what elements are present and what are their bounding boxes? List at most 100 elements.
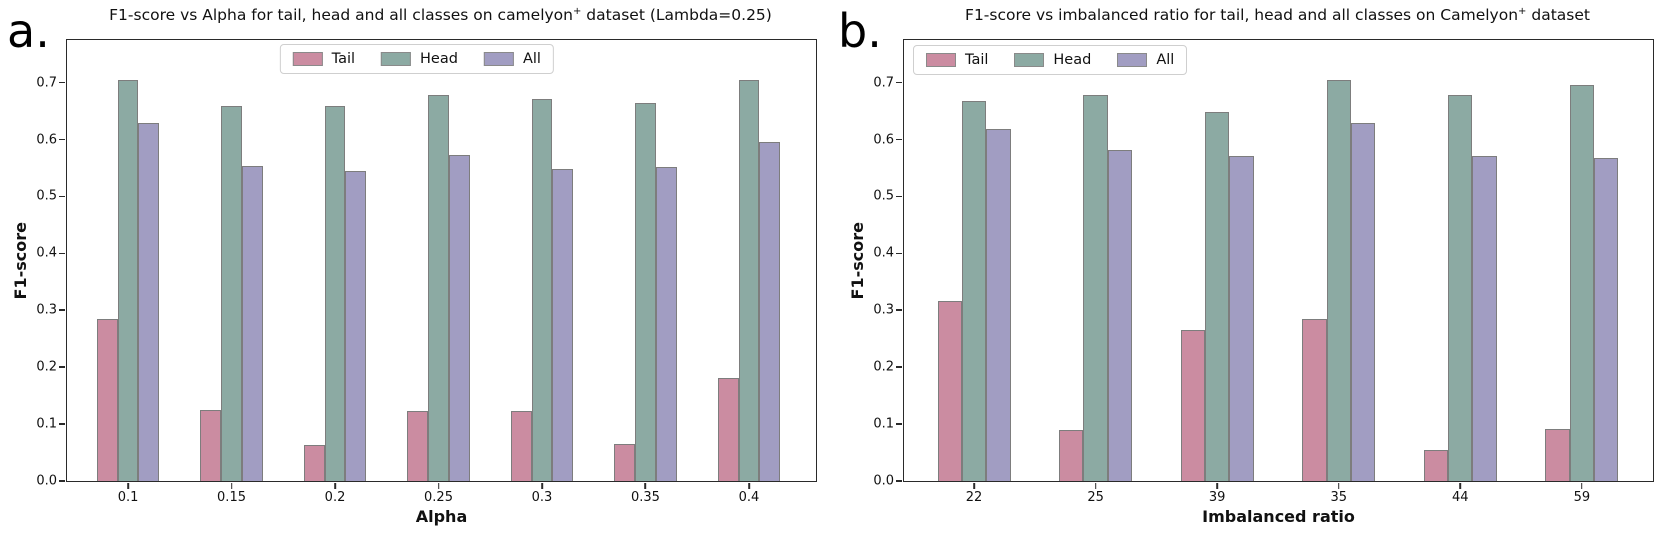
bar-head-0.4: [738, 79, 760, 481]
bar-head-35: [1326, 79, 1351, 481]
x-tick-label: 59: [1573, 490, 1591, 505]
bar-all-0.2: [345, 170, 367, 481]
bar-all-0.3: [552, 168, 574, 481]
x-tick-label: 0.4: [738, 490, 760, 505]
legend-label-head: Head: [420, 51, 458, 67]
bar-all-0.25: [448, 154, 470, 481]
x-tick-label: 0.15: [217, 490, 246, 505]
legend: Tail Head All: [279, 44, 554, 74]
legend-swatch-all: [483, 52, 514, 66]
y-tick-mark: [896, 252, 903, 255]
bar-head-0.3: [531, 98, 553, 481]
bar-all-0.35: [655, 167, 677, 481]
y-tick-label: 0.2: [36, 359, 57, 375]
y-tick-label: 0.1: [873, 416, 894, 432]
x-tick-mark: [230, 482, 233, 489]
y-tick-mark: [896, 480, 903, 482]
y-tick-label: 0.3: [36, 302, 57, 318]
y-tick-mark: [896, 309, 903, 312]
y-tick-mark: [896, 138, 903, 141]
bar-tail-0.35: [614, 444, 636, 481]
legend-label-all: All: [1156, 52, 1175, 68]
bar-tail-39: [1180, 329, 1205, 481]
bar-head-0.25: [428, 94, 449, 481]
bar-head-0.35: [635, 102, 656, 481]
panel-a: a. F1-score vs Alpha for tail, head and …: [0, 0, 830, 537]
y-tick-mark: [59, 252, 66, 255]
panel-a-title-superscript: +: [572, 6, 582, 17]
bar-tail-59: [1545, 428, 1570, 481]
x-tick-label: 0.1: [117, 490, 139, 505]
bar-all-44: [1472, 155, 1497, 481]
x-tick-mark: [1581, 482, 1583, 489]
legend-label-tail: Tail: [331, 51, 356, 67]
bar-tail-0.2: [303, 444, 325, 481]
y-tick-label: 0.3: [873, 302, 894, 318]
y-tick-label: 0.6: [36, 132, 57, 148]
y-tick-label: 0.4: [873, 245, 894, 261]
legend-item-tail: Tail: [292, 51, 356, 67]
legend-item-all: All: [1117, 52, 1174, 68]
x-tick-label: 0.3: [531, 490, 553, 505]
bar-tail-0.15: [200, 410, 222, 481]
y-tick-mark: [896, 195, 903, 198]
x-axis-label-b: Imbalanced ratio: [1202, 507, 1355, 526]
bar-tail-25: [1059, 430, 1084, 481]
plot-area-b: F1-score Imbalanced ratio 0.0 0.1 0.2 0.3 0.…: [848, 39, 1654, 526]
x-tick-mark: [973, 482, 975, 489]
y-tick-mark: [896, 81, 903, 84]
bar-all-35: [1350, 122, 1376, 481]
legend-swatch-all: [1117, 53, 1148, 67]
panel-a-title-text: F1-score vs Alpha for tail, head and all…: [109, 6, 573, 25]
panel-b-title: F1-score vs imbalanced ratio for tail, h…: [903, 6, 1652, 25]
y-tick-mark: [59, 138, 66, 141]
y-tick-label: 0.6: [873, 132, 894, 148]
panel-b: b. F1-score vs imbalanced ratio for tail…: [831, 0, 1661, 537]
panel-b-title-suffix: dataset: [1526, 6, 1590, 25]
bar-tail-0.4: [717, 378, 739, 481]
bar-tail-44: [1423, 450, 1449, 481]
legend-swatch-head: [1014, 53, 1045, 67]
y-tick-mark: [59, 480, 66, 482]
y-tick-label: 0.2: [873, 359, 894, 375]
legend-swatch-tail: [926, 53, 956, 67]
x-tick-label: 0.2: [324, 490, 346, 505]
legend-swatch-head: [381, 52, 412, 66]
legend-label-all: All: [522, 51, 541, 67]
y-axis-label-b: F1-score: [847, 221, 867, 300]
bar-tail-0.3: [510, 411, 532, 481]
bar-head-25: [1083, 95, 1108, 481]
panel-a-title: F1-score vs Alpha for tail, head and all…: [66, 6, 815, 25]
panel-a-title-suffix: dataset (Lambda=0.25): [581, 6, 772, 25]
bar-head-59: [1569, 84, 1594, 481]
bar-all-39: [1229, 155, 1254, 481]
legend: Tail Head All: [913, 45, 1188, 75]
x-tick-mark: [1459, 482, 1462, 489]
x-tick-mark: [541, 482, 543, 489]
bar-head-0.2: [324, 106, 346, 481]
bar-head-22: [961, 101, 987, 481]
y-tick-mark: [59, 195, 66, 198]
x-tick-mark: [334, 482, 336, 489]
plot-area-a: F1-score Alpha 0.0 0.1 0.2 0.3 0.4 0.5 0.6 0.7 0…: [11, 39, 817, 526]
y-tick-label: 0.5: [873, 188, 894, 204]
x-axis-label-a: Alpha: [415, 507, 468, 526]
bar-all-22: [986, 129, 1011, 481]
panel-b-title-superscript: +: [1518, 6, 1527, 17]
legend-item-head: Head: [381, 51, 458, 67]
x-tick-label: 44: [1452, 490, 1469, 505]
legend-label-head: Head: [1053, 52, 1092, 68]
panel-b-title-text: F1-score vs imbalanced ratio for tail, h…: [965, 6, 1519, 25]
x-tick-label: 25: [1087, 490, 1104, 505]
bar-head-0.15: [221, 106, 242, 481]
y-tick-label: 0.0: [36, 473, 57, 489]
x-tick-mark: [644, 482, 647, 489]
y-tick-mark: [59, 423, 66, 425]
x-tick-mark: [437, 482, 440, 489]
x-tick-label: 39: [1208, 490, 1226, 505]
bar-tail-0.1: [96, 318, 118, 481]
bar-all-0.1: [138, 122, 160, 481]
bar-tail-35: [1302, 319, 1327, 481]
bar-tail-22: [937, 301, 962, 481]
x-tick-mark: [127, 482, 129, 489]
